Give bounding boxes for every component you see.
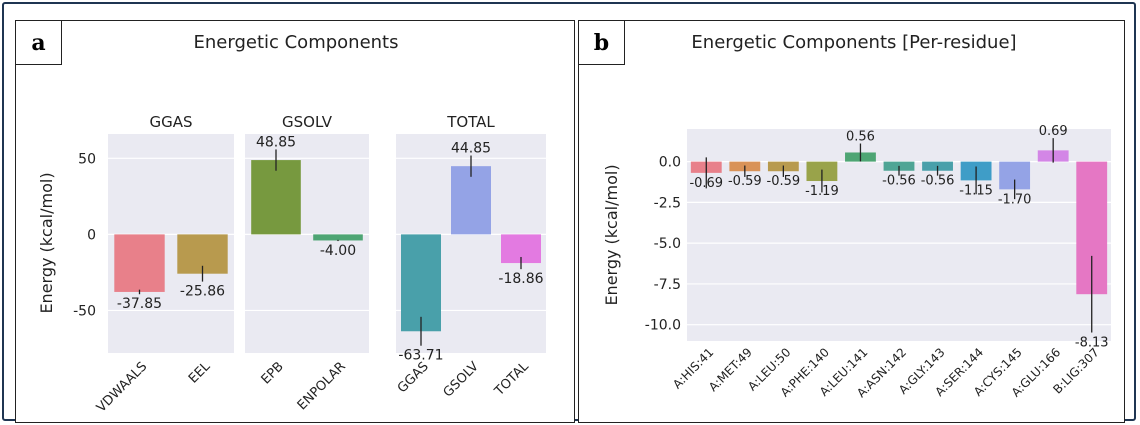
chart-b: Energetic Components [Per-residue] Energy… [602,32,1111,400]
chart-a: Energetic Components Energy (kcal/mol) GGA… [37,32,546,416]
data-label: 44.85 [451,141,491,157]
y-tick-label: -50 [73,303,96,319]
subplot-title: TOTAL [446,113,495,131]
data-label: -1.70 [998,192,1032,207]
x-tick-label: GGAS [395,359,432,396]
chart-b-title: Energetic Components [Per-residue] [691,32,1016,53]
subplot-title: GSOLV [282,113,333,131]
data-label: -0.56 [921,174,955,189]
chart-a-ylabel: Energy (kcal/mol) [37,172,56,313]
data-label: -25.86 [180,284,225,300]
data-label: -8.13 [1075,336,1109,351]
subplot-title: GGAS [149,113,192,131]
x-tick-label: EEL [186,359,214,387]
y-tick-label: 0.0 [659,155,681,171]
x-tick-label: VDWAALS [94,359,150,415]
chart-b-ylabel: Energy (kcal/mol) [602,164,621,305]
data-label: -63.71 [398,348,443,364]
panel-a-letter: a [16,21,62,65]
data-label: -37.85 [117,296,162,312]
y-tick-label: 0 [87,227,96,243]
data-label: -1.19 [805,184,839,199]
data-label: 0.69 [1039,124,1068,139]
data-label: -4.00 [320,243,356,259]
y-tick-label: -2.5 [654,195,681,211]
panel-b-letter: b [579,21,625,65]
y-tick-label: -10.0 [645,318,681,334]
data-label: -0.59 [728,174,762,189]
data-label: -0.59 [767,174,801,189]
panel-b: b Energetic Components [Per-residue] Ener… [578,20,1125,423]
x-tick-label: ENPOLAR [295,359,349,413]
y-tick-label: -7.5 [654,277,681,293]
data-label: 48.85 [256,134,296,150]
data-label: 0.56 [846,130,875,145]
bar [451,166,491,235]
bar [114,234,165,292]
bar [401,234,441,332]
data-label: -0.56 [882,174,916,189]
bar [313,234,363,241]
data-label: -18.86 [498,271,543,287]
x-tick-label: EPB [259,359,287,387]
x-tick-label: GSOLV [441,359,482,400]
x-tick-label: TOTAL [491,359,532,400]
y-tick-label: -5.0 [654,236,681,252]
data-label: -0.69 [689,176,723,191]
chart-a-title: Energetic Components [194,32,399,53]
bar [251,160,301,235]
panel-a: a Energetic Components Energy (kcal/mol) G… [15,20,575,423]
y-tick-label: 50 [78,151,96,167]
data-label: -1.15 [959,183,993,198]
